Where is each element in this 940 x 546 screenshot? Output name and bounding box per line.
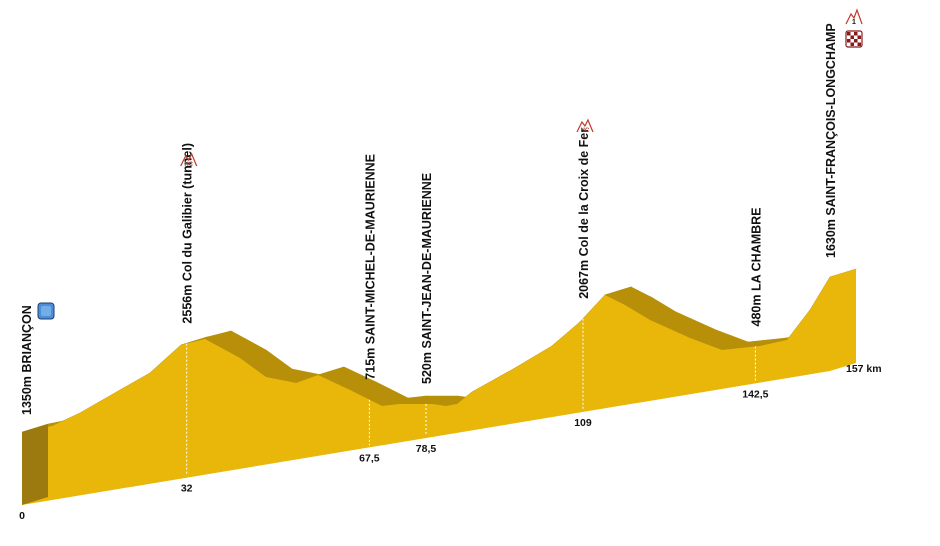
finish-flag-icon	[845, 30, 863, 48]
svg-text:1: 1	[852, 19, 856, 26]
markers: HC HC 1	[37, 8, 863, 320]
place-label: 2067m Col de la Croix de Fer	[577, 128, 591, 299]
place-labels: 1350m BRIANÇON 2556m Col du Galibier (tun…	[20, 23, 838, 415]
drop-lines	[186, 318, 756, 476]
start-flag-icon	[37, 302, 55, 320]
place-label: 2556m Col du Galibier (tunnel)	[181, 143, 195, 324]
place-label: 1630m SAINT-FRANÇOIS-LONGCHAMP	[824, 23, 838, 258]
place-label: 480m LA CHAMBRE	[749, 207, 763, 326]
km-label: 67,5	[359, 452, 380, 464]
svg-text:HC: HC	[581, 128, 590, 134]
km-label: 32	[181, 483, 193, 495]
profile-front-face	[22, 277, 830, 505]
svg-text:HC: HC	[184, 162, 193, 168]
profile-shape	[21, 268, 857, 505]
cat1-climb-icon: 1	[845, 8, 863, 26]
km-label: 157 km	[846, 363, 882, 375]
place-label: 715m SAINT-MICHEL-DE-MAURIENNE	[363, 154, 377, 380]
km-labels: 0 32 67,5 78,5 109 142,5 157 km	[19, 363, 882, 522]
km-label: 0	[19, 510, 25, 522]
km-label: 142,5	[742, 388, 768, 400]
hc-climb-icon: HC	[576, 118, 594, 134]
km-label: 78,5	[416, 443, 437, 455]
place-label: 1350m BRIANÇON	[20, 305, 34, 415]
place-label: 520m SAINT-JEAN-DE-MAURIENNE	[420, 173, 434, 384]
km-label: 109	[574, 417, 592, 429]
profile-finish-wall	[830, 269, 856, 371]
profile-start-wall	[22, 424, 48, 505]
hc-climb-icon: HC	[180, 152, 198, 168]
